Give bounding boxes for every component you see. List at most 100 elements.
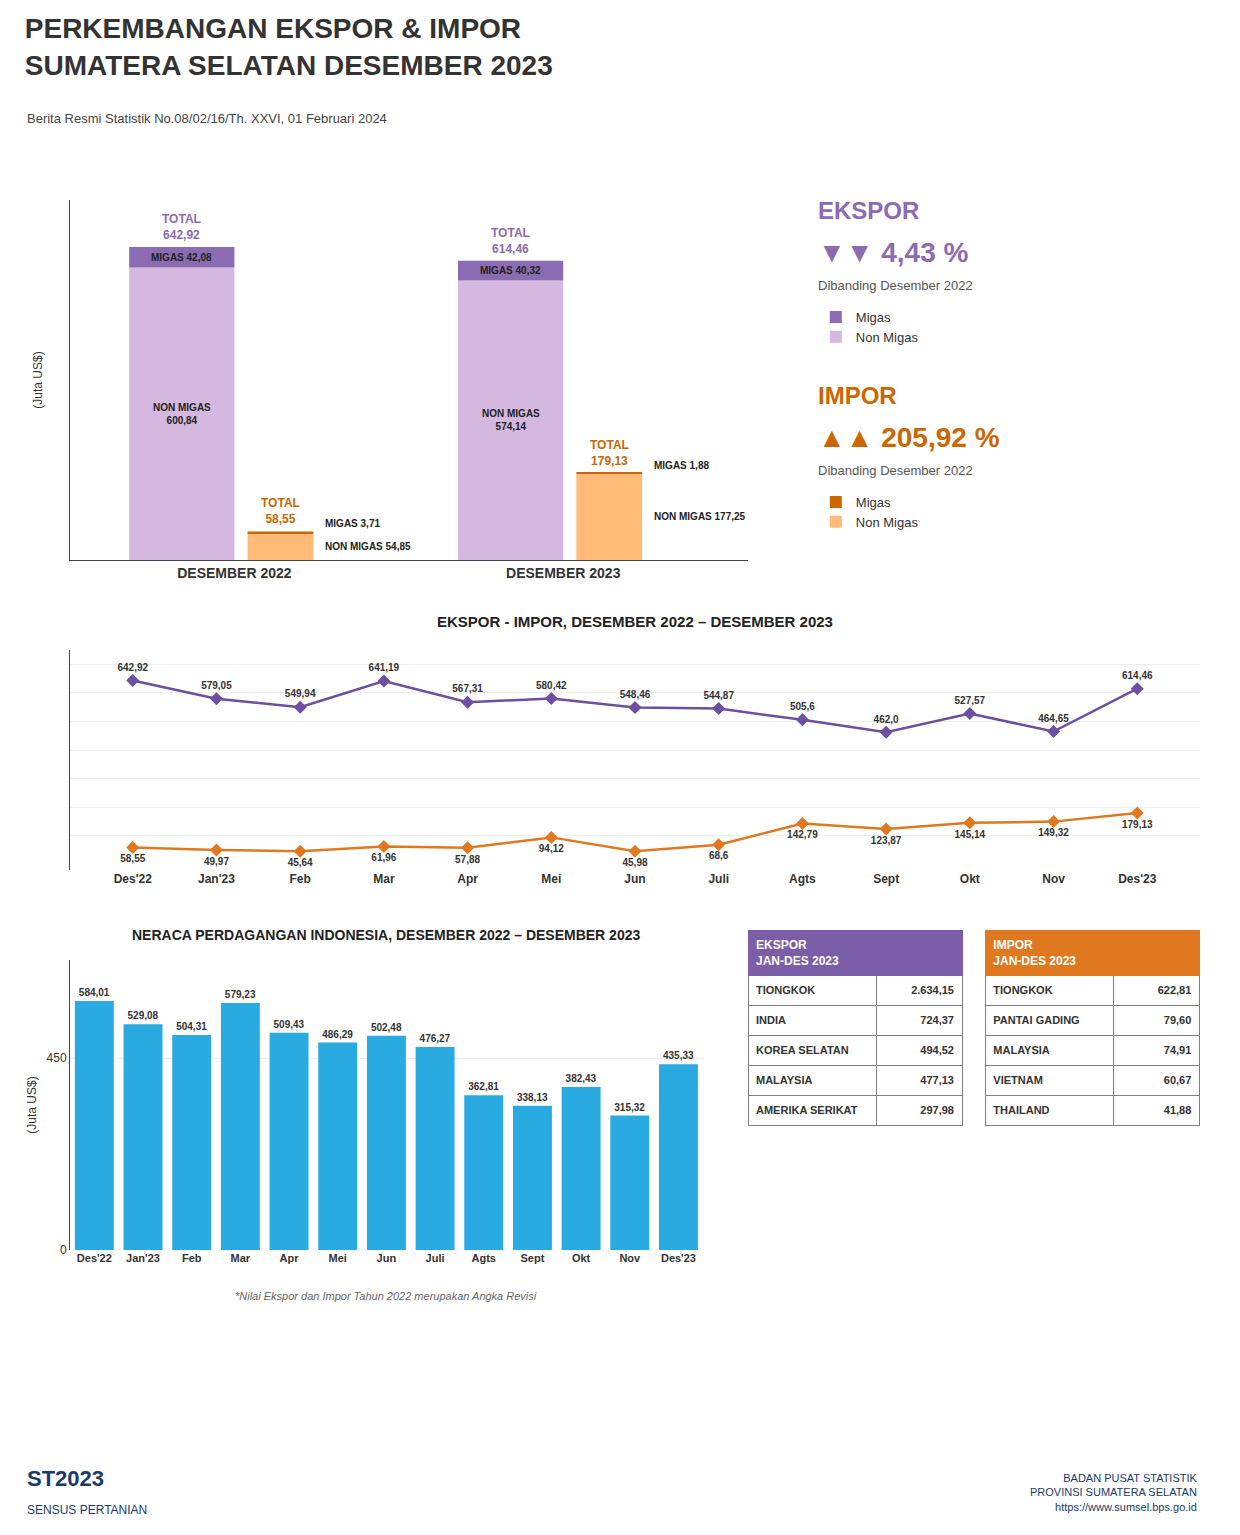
svg-text:Agts: Agts (789, 872, 816, 886)
svg-text:▼▼ 4,43 %: ▼▼ 4,43 % (818, 237, 968, 268)
svg-text:45,98: 45,98 (622, 857, 647, 868)
svg-text:(Juta US$): (Juta US$) (31, 351, 45, 408)
svg-text:MIGAS 40,32: MIGAS 40,32 (480, 265, 541, 276)
svg-text:Okt: Okt (572, 1252, 591, 1264)
svg-text:494,52: 494,52 (920, 1044, 954, 1056)
svg-text:Mar: Mar (231, 1252, 251, 1264)
svg-text:435,33: 435,33 (663, 1050, 694, 1061)
svg-text:IMPORJAN-DES 2023: IMPORJAN-DES 2023 (993, 938, 1076, 968)
svg-text:477,13: 477,13 (920, 1074, 954, 1086)
svg-text:VIETNAM: VIETNAM (993, 1074, 1043, 1086)
svg-text:KOREA SELATAN: KOREA SELATAN (756, 1044, 849, 1056)
svg-text:45,64: 45,64 (288, 857, 313, 868)
svg-text:641,19: 641,19 (369, 662, 400, 673)
svg-text:BADAN PUSAT STATISTIKPROVINSI: BADAN PUSAT STATISTIKPROVINSI SUMATERA S… (1030, 1472, 1198, 1513)
svg-text:Nov: Nov (1042, 872, 1065, 886)
svg-text:SENSUS PERTANIAN: SENSUS PERTANIAN (27, 1503, 147, 1517)
svg-text:ST2023: ST2023 (27, 1466, 104, 1491)
svg-text:Dibanding Desember 2022: Dibanding Desember 2022 (818, 463, 973, 478)
svg-text:504,31: 504,31 (176, 1021, 207, 1032)
svg-text:Nov: Nov (619, 1252, 641, 1264)
svg-text:Migas: Migas (856, 495, 891, 510)
svg-text:94,12: 94,12 (539, 843, 564, 854)
svg-text:Des'23: Des'23 (661, 1252, 696, 1264)
svg-text:EKSPOR: EKSPOR (818, 197, 919, 224)
svg-text:Juli: Juli (426, 1252, 445, 1264)
svg-text:*Nilai Ekspor dan Impor Tahun: *Nilai Ekspor dan Impor Tahun 2022 merup… (235, 1290, 537, 1302)
svg-text:642,92: 642,92 (117, 662, 148, 673)
svg-text:58,55: 58,55 (120, 853, 145, 864)
svg-text:41,88: 41,88 (1164, 1104, 1192, 1116)
svg-text:▲▲ 205,92 %: ▲▲ 205,92 % (818, 422, 1000, 453)
svg-text:Des'22: Des'22 (114, 872, 153, 886)
svg-text:EKSPOR - IMPOR, DESEMBER 2022: EKSPOR - IMPOR, DESEMBER 2022 – DESEMBER… (437, 613, 833, 630)
svg-text:527,57: 527,57 (955, 695, 986, 706)
svg-text:149,32: 149,32 (1038, 827, 1069, 838)
svg-text:Dibanding Desember 2022: Dibanding Desember 2022 (818, 278, 973, 293)
svg-text:Jan'23: Jan'23 (198, 872, 235, 886)
svg-text:THAILAND: THAILAND (993, 1104, 1049, 1116)
svg-text:NON MIGAS 54,85: NON MIGAS 54,85 (325, 541, 411, 552)
svg-text:2.634,15: 2.634,15 (911, 984, 954, 996)
svg-text:NON MIGAS600,84: NON MIGAS600,84 (153, 402, 211, 426)
svg-text:Jun: Jun (377, 1252, 397, 1264)
svg-text:INDIA: INDIA (756, 1014, 786, 1026)
svg-text:579,05: 579,05 (201, 680, 232, 691)
svg-text:0: 0 (60, 1243, 67, 1257)
svg-text:DESEMBER 2023: DESEMBER 2023 (506, 565, 621, 581)
svg-text:57,88: 57,88 (455, 854, 480, 865)
svg-text:NON MIGAS 177,25: NON MIGAS 177,25 (654, 511, 746, 522)
svg-text:509,43: 509,43 (274, 1019, 305, 1030)
svg-text:MALAYSIA: MALAYSIA (993, 1044, 1049, 1056)
svg-text:Jan'23: Jan'23 (126, 1252, 160, 1264)
svg-text:567,31: 567,31 (452, 683, 483, 694)
svg-text:60,67: 60,67 (1164, 1074, 1192, 1086)
svg-text:Mar: Mar (373, 872, 395, 886)
svg-text:Feb: Feb (289, 872, 310, 886)
svg-text:142,79: 142,79 (787, 829, 818, 840)
svg-text:(Juta US$): (Juta US$) (25, 1076, 39, 1133)
svg-text:Mei: Mei (541, 872, 561, 886)
svg-text:362,81: 362,81 (468, 1081, 499, 1092)
svg-text:EKSPORJAN-DES 2023: EKSPORJAN-DES 2023 (756, 938, 839, 968)
svg-text:549,94: 549,94 (285, 688, 316, 699)
svg-text:544,87: 544,87 (703, 690, 734, 701)
svg-text:505,6: 505,6 (790, 701, 815, 712)
svg-text:Jun: Jun (624, 872, 645, 886)
svg-text:Juli: Juli (708, 872, 729, 886)
svg-text:580,42: 580,42 (536, 680, 567, 691)
svg-text:462,0: 462,0 (874, 714, 899, 725)
svg-text:IMPOR: IMPOR (818, 382, 897, 409)
svg-text:TOTAL642,92: TOTAL642,92 (162, 212, 201, 242)
svg-text:61,96: 61,96 (371, 852, 396, 863)
svg-text:PANTAI GADING: PANTAI GADING (993, 1014, 1079, 1026)
svg-text:Des'22: Des'22 (77, 1252, 112, 1264)
svg-text:68,6: 68,6 (709, 850, 729, 861)
svg-text:450: 450 (47, 1051, 67, 1065)
svg-text:Mei: Mei (329, 1252, 347, 1264)
svg-text:179,13: 179,13 (1122, 819, 1153, 830)
svg-text:315,32: 315,32 (614, 1102, 645, 1113)
svg-text:MIGAS 1,88: MIGAS 1,88 (654, 460, 709, 471)
svg-text:145,14: 145,14 (955, 829, 986, 840)
svg-text:476,27: 476,27 (420, 1033, 451, 1044)
svg-text:MIGAS 42,08: MIGAS 42,08 (151, 252, 212, 263)
svg-text:548,46: 548,46 (620, 689, 651, 700)
svg-text:Non Migas: Non Migas (856, 330, 919, 345)
svg-text:Non Migas: Non Migas (856, 515, 919, 530)
svg-text:382,43: 382,43 (566, 1073, 597, 1084)
svg-text:49,97: 49,97 (204, 856, 229, 867)
svg-text:Agts: Agts (472, 1252, 496, 1264)
svg-text:Feb: Feb (182, 1252, 202, 1264)
svg-text:TOTAL179,13: TOTAL179,13 (590, 438, 629, 468)
svg-text:79,60: 79,60 (1164, 1014, 1192, 1026)
svg-text:TIONGKOK: TIONGKOK (993, 984, 1052, 996)
svg-text:502,48: 502,48 (371, 1022, 402, 1033)
svg-text:338,13: 338,13 (517, 1092, 548, 1103)
svg-text:579,23: 579,23 (225, 989, 256, 1000)
svg-text:NON MIGAS574,14: NON MIGAS574,14 (482, 408, 540, 432)
svg-text:74,91: 74,91 (1164, 1044, 1192, 1056)
svg-text:TOTAL58,55: TOTAL58,55 (261, 496, 300, 526)
svg-text:AMERIKA SERIKAT: AMERIKA SERIKAT (756, 1104, 858, 1116)
svg-text:NERACA PERDAGANGAN INDONESIA,: NERACA PERDAGANGAN INDONESIA, DESEMBER 2… (132, 927, 640, 943)
